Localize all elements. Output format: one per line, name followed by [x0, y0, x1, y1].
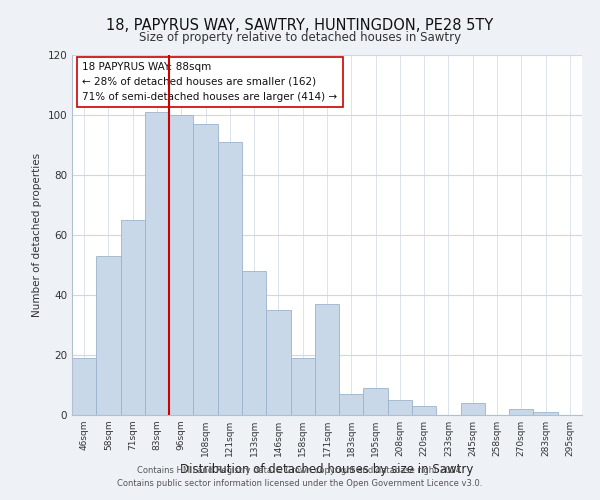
Bar	[388, 400, 412, 415]
Bar	[461, 403, 485, 415]
Bar	[364, 388, 388, 415]
Text: 18, PAPYRUS WAY, SAWTRY, HUNTINGDON, PE28 5TY: 18, PAPYRUS WAY, SAWTRY, HUNTINGDON, PE2…	[106, 18, 494, 32]
Bar	[72, 358, 96, 415]
Bar	[412, 406, 436, 415]
Bar	[509, 409, 533, 415]
Text: 18 PAPYRUS WAY: 88sqm
← 28% of detached houses are smaller (162)
71% of semi-det: 18 PAPYRUS WAY: 88sqm ← 28% of detached …	[82, 62, 337, 102]
Bar	[242, 271, 266, 415]
Text: Size of property relative to detached houses in Sawtry: Size of property relative to detached ho…	[139, 31, 461, 44]
Bar	[339, 394, 364, 415]
Bar	[169, 115, 193, 415]
Bar	[533, 412, 558, 415]
Bar	[193, 124, 218, 415]
Bar	[96, 256, 121, 415]
Bar	[290, 358, 315, 415]
Bar	[218, 142, 242, 415]
Y-axis label: Number of detached properties: Number of detached properties	[32, 153, 42, 317]
Bar	[266, 310, 290, 415]
Bar	[121, 220, 145, 415]
Bar	[315, 304, 339, 415]
Text: Contains HM Land Registry data © Crown copyright and database right 2024.
Contai: Contains HM Land Registry data © Crown c…	[118, 466, 482, 487]
Bar	[145, 112, 169, 415]
X-axis label: Distribution of detached houses by size in Sawtry: Distribution of detached houses by size …	[181, 463, 473, 476]
